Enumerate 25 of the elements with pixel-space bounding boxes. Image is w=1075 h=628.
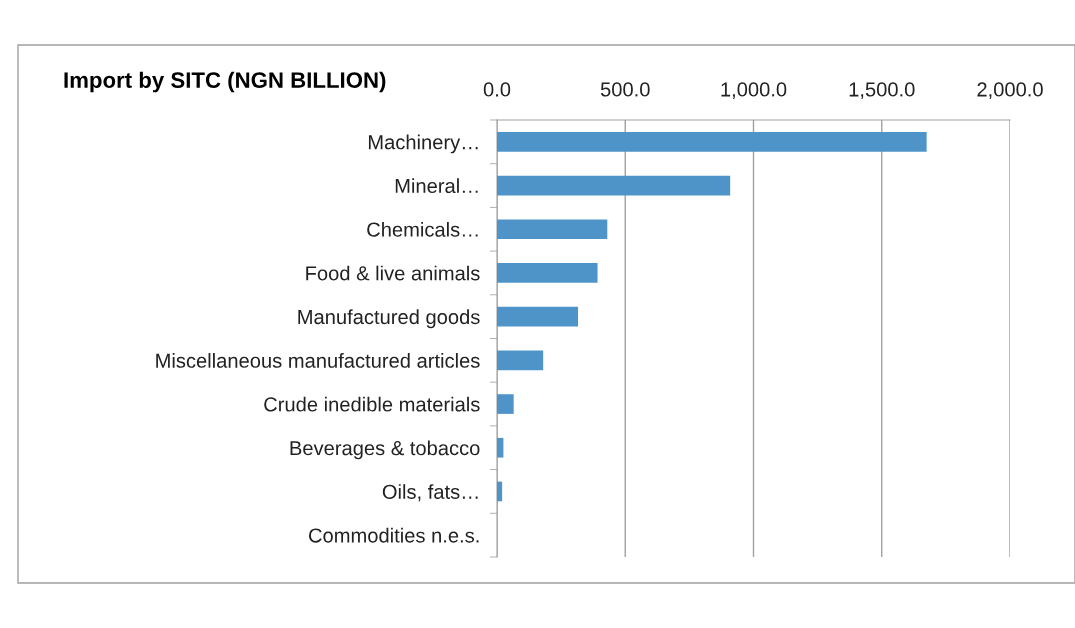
y-tick-label: Chemicals… [367,221,478,237]
text: Import by SITC (NGN BILLION) [64,71,386,93]
y-tick-label: Miscellaneous manufactured articles [156,353,480,368]
bar [497,263,598,283]
bar [497,132,927,152]
y-tick-label: Mineral… [395,178,478,194]
y-tick-label: Oils, fats… [382,484,478,502]
bar [497,350,544,371]
bar [497,219,608,240]
bar [497,437,504,458]
x-tick-label: 2,000.0 [977,82,1043,99]
bar [497,306,579,327]
bar [497,175,731,196]
x-tick-label: 0.0 [483,82,511,97]
y-tick-label: Commodities n.e.s. [309,527,479,543]
y-tick-label: Crude inedible materials [264,396,480,412]
y-tick-label: Machinery… [368,134,478,154]
y-tick-label: Beverages & tobacco [290,440,480,460]
x-tick-label: 1,500.0 [849,82,915,99]
x-tick-label: 1,000.0 [721,82,787,99]
y-tick-label: Food & live animals [306,265,480,281]
bar [497,481,503,502]
bar [497,394,514,414]
y-tick-label: Manufactured goods [298,309,480,329]
x-tick-label: 500.0 [600,82,650,97]
